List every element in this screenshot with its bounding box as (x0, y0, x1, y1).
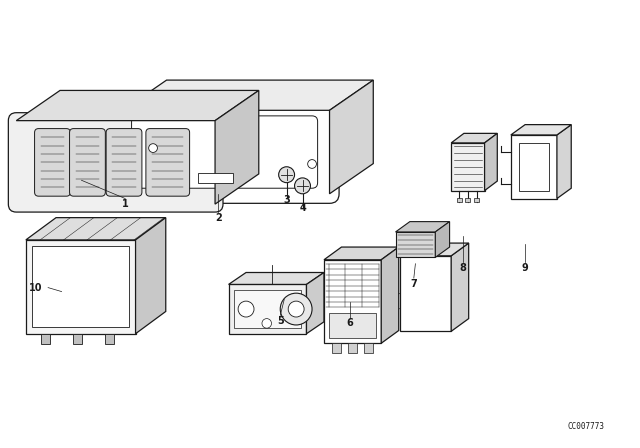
Bar (198, 173, 234, 183)
Bar (41, 334, 51, 344)
Polygon shape (557, 125, 572, 198)
Bar (399, 256, 451, 332)
Bar (396, 232, 435, 258)
Text: 2: 2 (215, 213, 221, 223)
FancyBboxPatch shape (35, 129, 70, 196)
Polygon shape (511, 125, 572, 135)
Polygon shape (123, 80, 373, 110)
Circle shape (238, 301, 254, 317)
Text: 3: 3 (284, 195, 290, 205)
FancyBboxPatch shape (132, 116, 317, 188)
Text: 9: 9 (522, 263, 529, 273)
FancyBboxPatch shape (106, 129, 142, 196)
Bar (511, 135, 557, 198)
Circle shape (308, 159, 316, 168)
Polygon shape (435, 222, 449, 258)
Bar (104, 334, 114, 344)
FancyBboxPatch shape (8, 113, 223, 212)
Circle shape (262, 319, 271, 328)
Bar (73, 334, 83, 344)
Polygon shape (451, 134, 497, 143)
Polygon shape (396, 222, 449, 232)
Bar (329, 313, 376, 339)
Text: 5: 5 (277, 316, 284, 326)
Bar (228, 284, 307, 334)
Polygon shape (381, 247, 399, 343)
Polygon shape (215, 90, 259, 204)
Polygon shape (330, 80, 373, 194)
FancyBboxPatch shape (70, 129, 106, 196)
Text: 8: 8 (460, 263, 467, 273)
Polygon shape (136, 218, 166, 334)
Polygon shape (324, 247, 399, 260)
Bar (348, 343, 357, 353)
Bar (32, 246, 129, 327)
Bar (457, 198, 461, 202)
Bar (332, 343, 342, 353)
Bar (451, 143, 484, 190)
Bar (26, 240, 136, 334)
Text: CC007773: CC007773 (568, 422, 605, 431)
Circle shape (148, 144, 157, 152)
FancyBboxPatch shape (146, 129, 189, 196)
Circle shape (280, 293, 312, 325)
Circle shape (278, 167, 294, 183)
Polygon shape (399, 243, 468, 256)
Polygon shape (16, 90, 259, 121)
Bar (474, 198, 479, 202)
Text: 10: 10 (29, 283, 42, 293)
Text: 1: 1 (122, 199, 129, 209)
Bar (324, 260, 381, 343)
Polygon shape (26, 218, 166, 240)
Text: 7: 7 (410, 279, 417, 289)
Circle shape (288, 301, 304, 317)
FancyBboxPatch shape (113, 101, 339, 203)
Polygon shape (228, 272, 324, 284)
Bar (465, 198, 470, 202)
Bar (234, 290, 301, 328)
Text: 4: 4 (299, 203, 306, 213)
Text: 6: 6 (347, 319, 353, 328)
Polygon shape (307, 272, 324, 334)
Polygon shape (451, 243, 468, 332)
Circle shape (294, 178, 310, 194)
Polygon shape (484, 134, 497, 190)
Bar (364, 343, 373, 353)
Bar (519, 143, 549, 190)
